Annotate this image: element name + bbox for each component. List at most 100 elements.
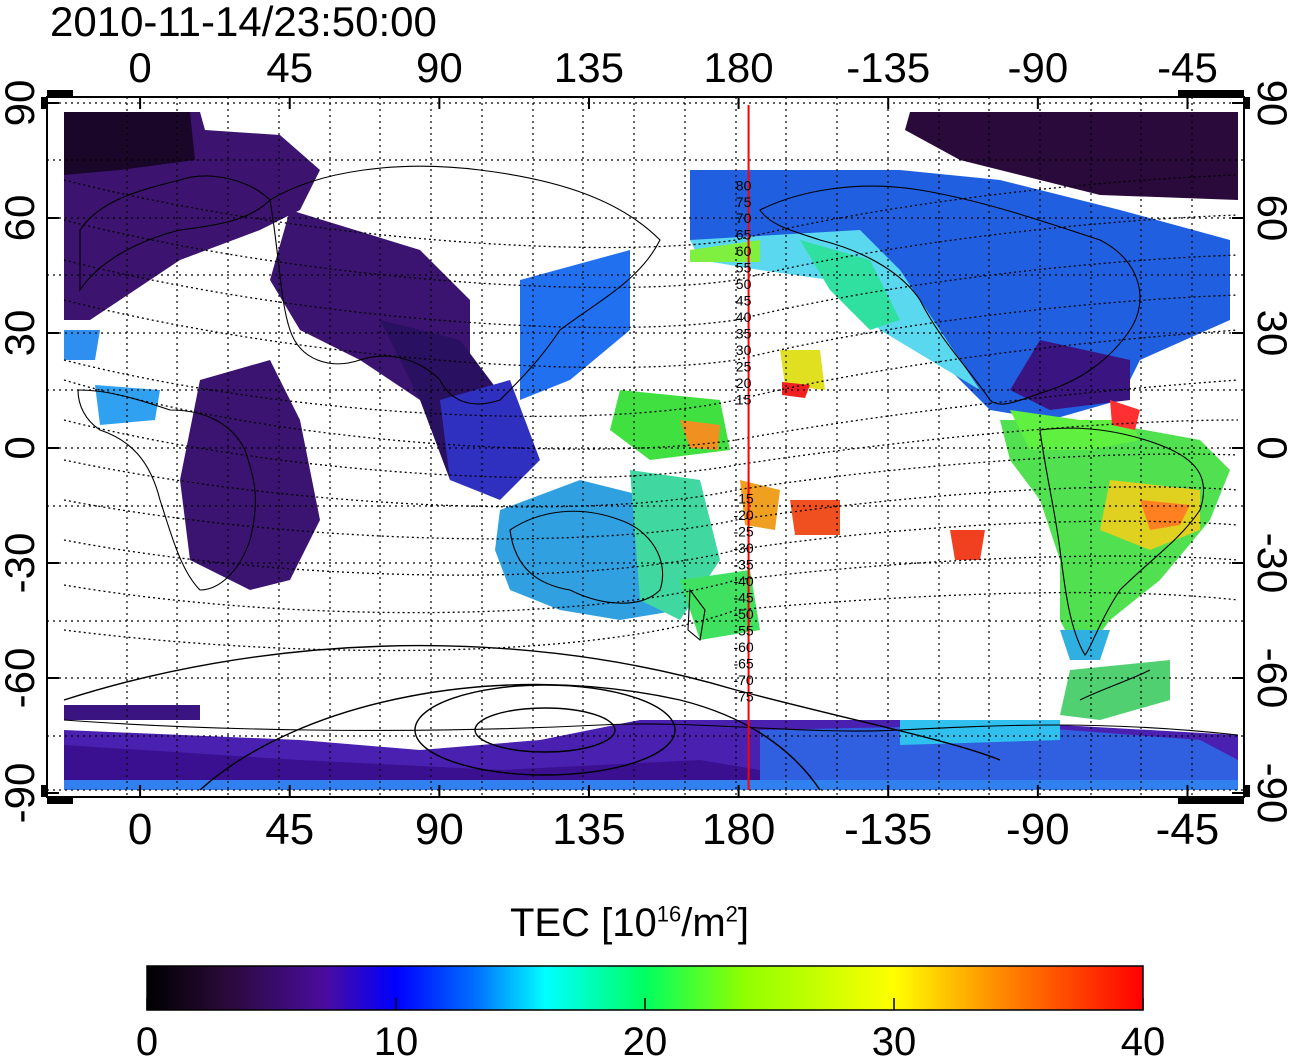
lat-label-left: 90 [0, 80, 43, 127]
meridian-lat-label: 35 [736, 326, 752, 342]
meridian-lat-label: -45 [733, 589, 753, 605]
lon-label-top: 180 [704, 44, 774, 91]
tec-patch-canada-green [800, 240, 900, 330]
tec-patch-hawaii [780, 350, 825, 390]
meridian-lat-label: -20 [733, 507, 753, 523]
coastlines [63, 165, 1239, 736]
lon-label-top: -135 [846, 44, 930, 91]
meridian-lat-label: -75 [733, 688, 753, 704]
meridian-lat-label: -25 [733, 523, 753, 539]
meridian-lat-label: 30 [736, 342, 752, 358]
lat-label-right: -90 [1249, 763, 1292, 824]
tec-patch-bering [690, 240, 760, 262]
lat-label-left: -30 [0, 533, 43, 594]
tec-patch-south-america [1000, 420, 1230, 660]
coast-antarctica [63, 719, 1239, 736]
tec-patch-north-america [690, 170, 1230, 420]
map-title: 2010-11-14/23:50:00 [50, 0, 437, 45]
tec-patch-antarctica-light [900, 720, 1060, 745]
lon-label-top: 90 [416, 44, 463, 91]
meridian-lat-label: 65 [736, 227, 752, 243]
lon-label-bottom: 135 [552, 805, 625, 854]
tec-patch-hawaii-red [782, 382, 810, 398]
tec-patch-patagonia [1060, 630, 1110, 660]
tec-patch-south-ocean-strip [64, 705, 200, 720]
tec-patch-antarctica-east [760, 725, 1238, 790]
tec-patch-japan [520, 250, 630, 400]
tec-patch-pacific-south-red [790, 500, 840, 535]
axis-labels: 0045459090135135180180-135-135-90-90-45-… [0, 44, 1292, 854]
coast-africa [77, 389, 256, 591]
coast-newzealand [687, 588, 706, 642]
lat-label-right: 90 [1249, 80, 1292, 127]
lon-label-top: 135 [554, 44, 624, 91]
coast-antarctic-peninsula [1079, 669, 1151, 701]
tec-patch-brazil-red [1140, 500, 1190, 530]
meridian-lat-label: 40 [736, 309, 752, 325]
meridian-lat-label: 15 [736, 392, 752, 408]
tec-data-patches [64, 112, 1238, 790]
lon-label-bottom: -90 [1006, 805, 1070, 854]
tec-patch-pacific-south-orange [740, 480, 780, 530]
lon-label-bottom: 45 [265, 805, 314, 854]
lon-label-bottom: 0 [128, 805, 152, 854]
lon-label-top: -90 [1007, 44, 1068, 91]
lon-label-bottom: -135 [844, 805, 932, 854]
colorbar-title: TEC [1016/m2] [510, 901, 750, 945]
colorbar-tick-label: 10 [374, 1020, 419, 1057]
lat-label-right: -30 [1249, 533, 1292, 594]
meridian-lat-label: 50 [736, 276, 752, 292]
lat-label-right: 60 [1249, 195, 1292, 242]
colorbar-ticks: 0 10 20 30 40 [136, 998, 1165, 1057]
meridian-lat-label: -15 [733, 490, 753, 506]
colorbar-tick-label: 30 [872, 1020, 917, 1057]
tec-patch-africa [180, 360, 320, 590]
gridlines [47, 97, 1244, 797]
coast-asia [269, 165, 661, 405]
tec-patch-antarctica-bottom [64, 780, 1238, 790]
tec-patch-antarctica-dark [64, 745, 760, 790]
meridian-lat-label: 25 [736, 359, 752, 375]
colorbar-tick-label: 0 [136, 1020, 158, 1057]
meridian-lat-label: -40 [733, 573, 753, 589]
meridian-lat-label: 45 [736, 293, 752, 309]
lat-label-left: 0 [0, 436, 43, 459]
frame-thick-edges [41, 90, 1250, 804]
coast-north-america [759, 185, 1141, 405]
lat-label-left: -60 [0, 648, 43, 709]
tec-patch-arctic-dark [64, 112, 195, 175]
lat-label-left: 60 [0, 195, 43, 242]
lat-label-left: -90 [0, 763, 43, 824]
tec-patch-sea [440, 380, 540, 500]
meridian-lat-label: -30 [733, 540, 753, 556]
coast-south-america [1039, 427, 1205, 656]
tec-patch-westeurope [64, 330, 100, 360]
coast-australia [509, 510, 664, 604]
tec-patch-caribbean-red [1110, 400, 1140, 430]
meridian-lat-label: 70 [736, 210, 752, 226]
lon-label-bottom: -45 [1156, 805, 1220, 854]
lat-label-right: 30 [1249, 310, 1292, 357]
colorbar-tick-label: 20 [623, 1020, 668, 1057]
meridian-lat-label: -55 [733, 622, 753, 638]
lon-label-bottom: 90 [415, 805, 464, 854]
meridian-lat-label: 55 [736, 260, 752, 276]
tec-patch-central-america [1010, 410, 1140, 450]
lat-label-left: 30 [0, 310, 43, 357]
meridian-lat-label: 60 [736, 243, 752, 259]
tec-patch-alaska [690, 230, 980, 390]
tec-patch-pacific-orange [680, 420, 720, 450]
lon-label-bottom: 180 [702, 805, 775, 854]
tec-patch-arctic-east [905, 112, 1238, 200]
tec-patch-antarctic-peninsula [1060, 660, 1170, 720]
meridian-lat-label: 75 [736, 194, 752, 210]
meridian-lat-label: -50 [733, 606, 753, 622]
colorbar-tick-label: 40 [1121, 1020, 1166, 1057]
tec-patch-newzealand [680, 570, 760, 640]
lat-label-right: 0 [1249, 436, 1292, 459]
lat-label-right: -60 [1249, 648, 1292, 709]
meridian-lat-label: 80 [736, 177, 752, 193]
meridian-lat-label: -65 [733, 655, 753, 671]
meridian-lat-label: -60 [733, 639, 753, 655]
